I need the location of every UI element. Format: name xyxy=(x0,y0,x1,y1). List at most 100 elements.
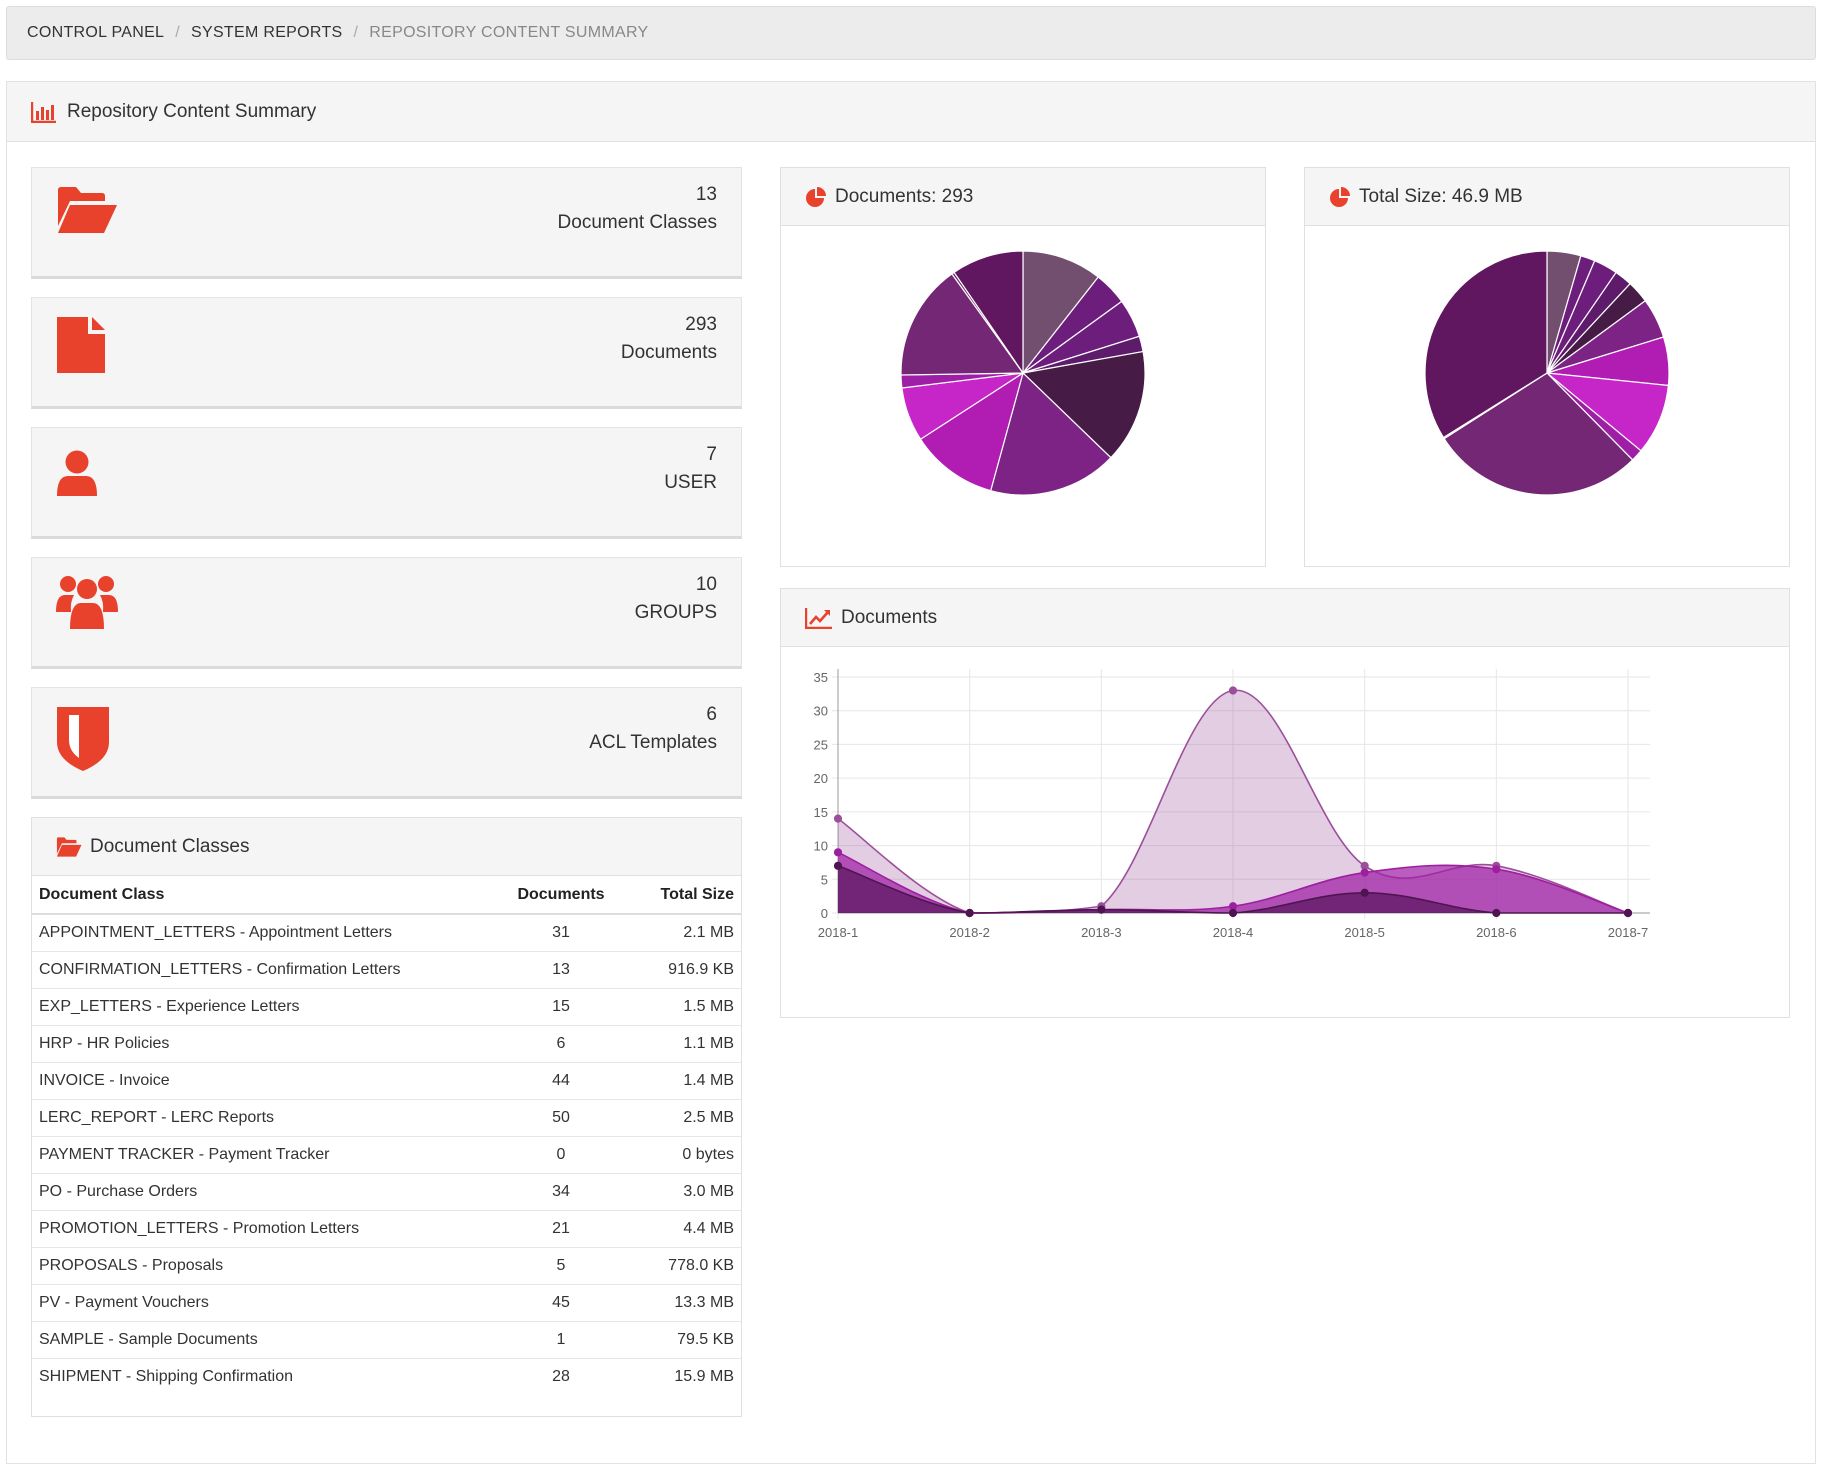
document-class-cell: APPOINTMENT_LETTERS - Appointment Letter… xyxy=(32,914,491,952)
breadcrumb-current: REPOSITORY CONTENT SUMMARY xyxy=(369,24,649,41)
y-tick-label: 10 xyxy=(814,839,828,854)
shield-icon xyxy=(56,706,110,777)
folder-open-icon xyxy=(56,186,118,239)
documents-pie-panel: Documents: 293 xyxy=(780,167,1266,567)
series-2-point[interactable] xyxy=(833,848,843,857)
x-tick-label: 2018-2 xyxy=(949,925,989,940)
total-size-cell: 1.1 MB xyxy=(631,1025,741,1063)
document-class-cell: SHIPMENT - Shipping Confirmation xyxy=(39,1367,294,1385)
documents-cell: 13 xyxy=(491,951,631,989)
series-2-point[interactable] xyxy=(1360,868,1369,877)
pie-slice-pv[interactable] xyxy=(900,273,1025,376)
document-classes-table: Document Class Documents Total Size APPO… xyxy=(32,876,741,1395)
y-tick-label: 15 xyxy=(814,805,828,820)
table-row: SHIPMENT - Shipping Confirmation 28 15.9 M… xyxy=(32,1358,741,1395)
x-tick-label: 2018-1 xyxy=(818,925,858,940)
series-3-area xyxy=(838,865,1628,913)
documents-trend-header: Documents xyxy=(781,589,1789,647)
pie-slice-po[interactable] xyxy=(919,371,1024,492)
table-row: PV - Payment Vouchers 45 13.3 MB xyxy=(32,1284,741,1322)
size-pie-chart xyxy=(1424,250,1670,496)
pie-slice-appointment-letters[interactable] xyxy=(1022,250,1100,375)
y-tick-label: 25 xyxy=(814,737,828,752)
user-icon xyxy=(56,450,98,503)
series-2-point[interactable] xyxy=(1228,902,1238,911)
series-3-point[interactable] xyxy=(965,908,974,918)
document-class-cell: PROMOTION_LETTERS - Promotion Letters xyxy=(32,1210,491,1248)
pie-slice-pv[interactable] xyxy=(1443,372,1634,496)
series-3-point[interactable] xyxy=(1228,908,1238,918)
total-size-cell: 79.5 KB xyxy=(631,1321,741,1359)
series-1-point[interactable] xyxy=(833,814,843,823)
total-size-cell: 15.9 MB xyxy=(674,1367,734,1385)
stat-card-users[interactable]: 7 USER xyxy=(31,427,742,539)
document-classes-header: Document Classes xyxy=(32,818,741,876)
stat-card-document-classes[interactable]: 13 Document Classes xyxy=(31,167,742,279)
pie-slice-shipment[interactable] xyxy=(1424,250,1548,439)
y-tick-label: 0 xyxy=(821,906,828,921)
series-2-point[interactable] xyxy=(1492,865,1501,874)
bar-chart-icon xyxy=(31,101,56,123)
series-3-point[interactable] xyxy=(1623,908,1633,918)
users-icon xyxy=(56,572,118,635)
stat-card-groups[interactable]: 10 GROUPS xyxy=(31,557,742,669)
documents-cell: 31 xyxy=(491,914,631,952)
breadcrumb-control-panel[interactable]: CONTROL PANEL xyxy=(27,24,165,41)
column-header-documents: Documents xyxy=(491,876,631,915)
documents-pie-title: Documents: 293 xyxy=(835,185,974,207)
x-tick-label: 2018-6 xyxy=(1476,925,1516,940)
series-1-area xyxy=(838,690,1628,913)
document-class-cell: PV - Payment Vouchers xyxy=(32,1284,491,1322)
series-3-point[interactable] xyxy=(1360,888,1369,897)
stat-card-documents[interactable]: 293 Documents xyxy=(31,297,742,409)
x-tick-label: 2018-4 xyxy=(1213,925,1253,940)
documents-cell: 34 xyxy=(491,1173,631,1211)
table-row: PAYMENT TRACKER - Payment Tracker 0 0 byte… xyxy=(32,1136,741,1174)
stat-value: 13 xyxy=(695,184,717,205)
series-3-point[interactable] xyxy=(833,861,843,870)
documents-pie-header: Documents: 293 xyxy=(781,168,1265,226)
documents-cell: 28 xyxy=(552,1367,570,1385)
file-icon xyxy=(56,316,106,379)
main-panel-header: Repository Content Summary xyxy=(7,82,1815,142)
stat-label: Documents xyxy=(620,342,717,363)
series-3-point[interactable] xyxy=(1492,908,1501,918)
pie-slice-invoice[interactable] xyxy=(1021,350,1146,459)
document-classes-title: Document Classes xyxy=(90,835,250,857)
series-2-area xyxy=(838,852,1628,913)
stat-value: 293 xyxy=(685,314,717,335)
document-class-cell: LERC_REPORT - LERC Reports xyxy=(32,1099,491,1137)
table-row: SAMPLE - Sample Documents 1 79.5 KB xyxy=(32,1321,741,1359)
document-class-cell: CONFIRMATION_LETTERS - Confirmation Lett… xyxy=(32,951,491,989)
pie-chart-icon xyxy=(806,186,826,207)
series-1-point[interactable] xyxy=(1228,686,1238,695)
total-size-cell: 0 bytes xyxy=(631,1136,741,1174)
documents-cell: 15 xyxy=(491,988,631,1026)
size-pie-title: Total Size: 46.9 MB xyxy=(1359,185,1523,207)
pie-slice-shipment[interactable] xyxy=(953,250,1024,375)
document-class-cell: SAMPLE - Sample Documents xyxy=(32,1321,491,1359)
document-class-cell: EXP_LETTERS - Experience Letters xyxy=(32,988,491,1026)
series-3-point[interactable] xyxy=(1097,905,1106,914)
breadcrumb-system-reports[interactable]: SYSTEM REPORTS xyxy=(191,24,343,41)
stat-card-acl-templates[interactable]: 6 ACL Templates xyxy=(31,687,742,799)
series-1-point[interactable] xyxy=(1360,861,1369,870)
pie-slice-lerc-report[interactable] xyxy=(989,371,1112,496)
stat-label: Document Classes xyxy=(557,212,717,233)
total-size-cell: 1.5 MB xyxy=(631,988,741,1026)
table-row: PROPOSALS - Proposals 5 778.0 KB xyxy=(32,1247,741,1285)
document-class-cell: HRP - HR Policies xyxy=(32,1025,491,1063)
x-tick-label: 2018-7 xyxy=(1608,925,1648,940)
total-size-cell: 778.0 KB xyxy=(631,1247,741,1285)
column-header-document-class: Document Class xyxy=(32,876,491,915)
documents-trend-panel: Documents 0 5 10 15 20 25 30 35 2018-1 2018-2 2018… xyxy=(780,588,1790,1018)
table-row: PO - Purchase Orders 34 3.0 MB xyxy=(32,1173,741,1211)
table-row: APPOINTMENT_LETTERS - Appointment Letter… xyxy=(32,914,741,952)
total-size-cell: 3.0 MB xyxy=(631,1173,741,1211)
column-header-total-size: Total Size xyxy=(631,876,741,915)
documents-cell: 0 xyxy=(491,1136,631,1174)
stat-label: USER xyxy=(664,472,717,493)
document-class-cell: PROPOSALS - Proposals xyxy=(32,1247,491,1285)
stat-label: ACL Templates xyxy=(589,732,717,753)
documents-area-chart: 0 5 10 15 20 25 30 35 2018-1 2018-2 2018-3 2018-4 20… xyxy=(814,669,1650,940)
